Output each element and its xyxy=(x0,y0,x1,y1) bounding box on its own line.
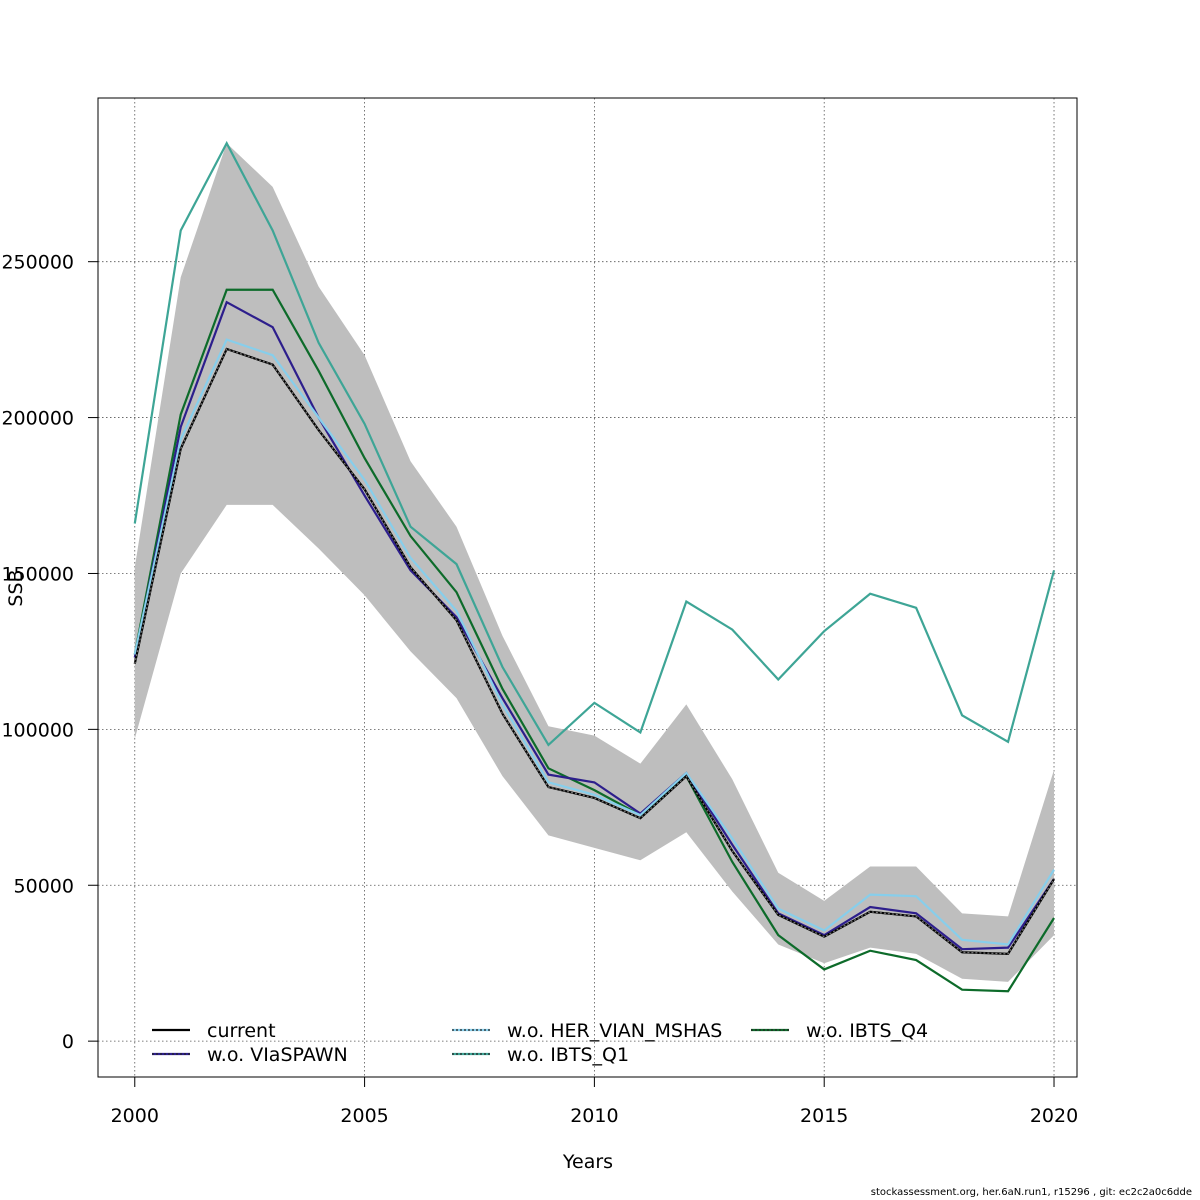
series-line-w-o-her-vian-mshas xyxy=(133,338,1055,946)
legend-label: w.o. IBTS_Q4 xyxy=(806,1020,928,1042)
series-line-w-o-viaspawn xyxy=(133,300,1055,951)
x-axis: 2000 2005 2010 2015 2020 xyxy=(111,1076,1078,1127)
series-line-w-o-ibts-q4 xyxy=(133,288,1055,993)
x-tick-label: 2010 xyxy=(570,1105,618,1127)
y-axis-label: SSB xyxy=(5,569,27,606)
legend-label: current xyxy=(207,1020,276,1042)
series-line-current-dotted xyxy=(134,348,1055,955)
confidence-band-area xyxy=(134,143,1055,982)
x-tick-label: 2000 xyxy=(111,1105,159,1127)
legend-label: w.o. HER_VIAN_MSHAS xyxy=(507,1020,722,1042)
x-tick-label: 2020 xyxy=(1030,1105,1078,1127)
x-tick-label: 2005 xyxy=(340,1105,388,1127)
y-tick-label: 250000 xyxy=(1,252,74,274)
x-axis-label: Years xyxy=(562,1151,613,1173)
series-line-w-o-ibts-q1 xyxy=(133,140,1056,747)
x-tick-label: 2015 xyxy=(800,1105,848,1127)
confidence-band xyxy=(134,143,1055,982)
y-tick-label: 200000 xyxy=(1,408,74,430)
legend: current w.o. HER_VIAN_MSHAS w.o. IBTS_Q4 w.… xyxy=(152,1020,928,1066)
footer-credit: stockassessment.org, her.6aN.run1, r1529… xyxy=(870,1187,1192,1198)
legend-label: w.o. VIaSPAWN xyxy=(207,1044,348,1066)
y-tick-label: 100000 xyxy=(1,719,74,741)
y-tick-label: 150000 xyxy=(1,563,74,585)
y-tick-label: 0 xyxy=(62,1031,74,1053)
y-tick-label: 50000 xyxy=(14,875,74,897)
legend-label: w.o. IBTS_Q1 xyxy=(507,1044,629,1066)
y-axis: 0 50000 100000 150000 200000 250000 xyxy=(1,252,99,1053)
series-lines xyxy=(133,140,1056,993)
